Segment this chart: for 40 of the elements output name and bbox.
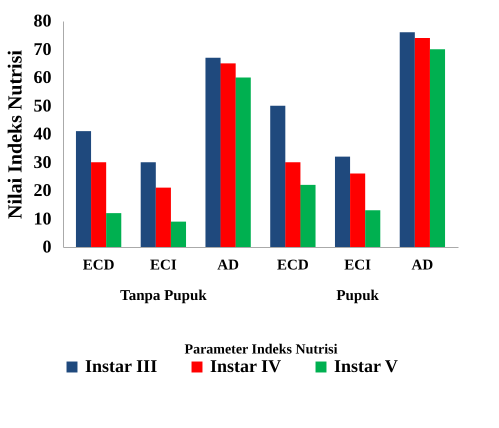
bar (285, 162, 300, 247)
bar (350, 174, 366, 247)
y-tick-label: 10 (34, 208, 52, 228)
y-tick-label: 80 (34, 10, 52, 30)
bar (76, 131, 92, 247)
y-tick-label: 70 (34, 38, 52, 59)
bar (106, 213, 122, 247)
text: Pupuk (336, 288, 380, 304)
bar (270, 106, 286, 247)
bar (91, 162, 106, 247)
bar (400, 32, 415, 247)
x-axis-title: Parameter Indeks Nutrisi (184, 342, 338, 358)
bar (300, 184, 316, 247)
x-tick-label: ECI (344, 258, 372, 274)
bar (365, 210, 380, 247)
x-tick-label: AD (217, 258, 240, 274)
bar (220, 63, 236, 247)
x-tick-label: ECD (277, 258, 309, 274)
y-tick-label: 50 (34, 95, 52, 116)
bar (414, 38, 430, 247)
x-tick-label: AD (412, 258, 434, 274)
y-axis-title: Nilai Indeks Nutrisi (4, 50, 26, 219)
bar (205, 58, 221, 247)
bar (140, 162, 156, 247)
legend-label: Instar IV (210, 356, 282, 376)
x-tick-label: ECI (150, 258, 177, 274)
y-tick-label: 40 (34, 124, 52, 144)
x-tick-label: ECD (82, 258, 115, 274)
legend-label: Instar III (85, 356, 158, 376)
bar (334, 156, 350, 247)
bar (170, 222, 186, 247)
legend-label: Instar V (334, 356, 398, 376)
bar (236, 78, 251, 247)
y-tick-label: 20 (34, 180, 52, 200)
y-tick-label: 30 (34, 152, 52, 172)
y-tick-label: 60 (34, 67, 52, 87)
bar (156, 188, 171, 247)
bar (430, 49, 446, 247)
text: Tanpa Pupuk (120, 288, 208, 304)
y-tick-label: 0 (42, 236, 52, 256)
